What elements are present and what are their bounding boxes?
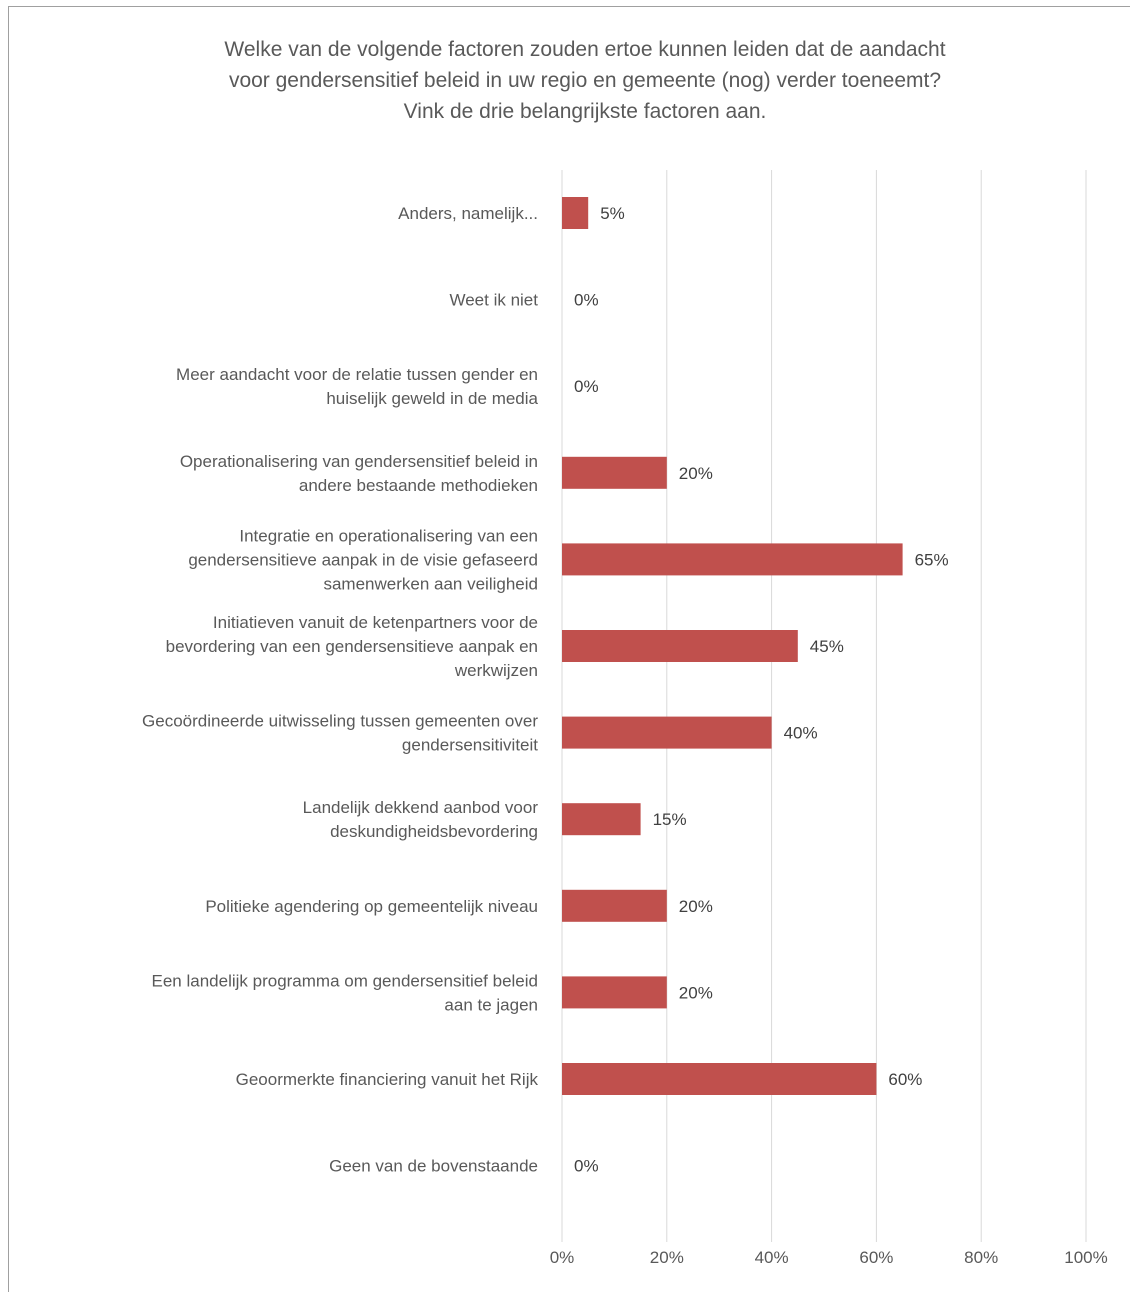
x-tick-label-80: 80% xyxy=(964,1248,998,1267)
data-label-8: 20% xyxy=(679,897,713,916)
bar-0 xyxy=(562,197,589,229)
data-label-2: 0% xyxy=(574,377,599,396)
category-label-10: Geoormerkte financiering vanuit het Rijk xyxy=(236,1070,539,1089)
bar-10 xyxy=(562,1063,877,1095)
category-label-2: Meer aandacht voor de relatie tussen gen… xyxy=(176,365,539,408)
bar-8 xyxy=(562,889,667,922)
category-label-4: Integratie en operationalisering van een… xyxy=(188,526,538,593)
x-tick-label-20: 20% xyxy=(650,1248,684,1267)
data-label-4: 65% xyxy=(915,550,949,569)
bar-5 xyxy=(562,630,798,662)
bar-7 xyxy=(562,803,641,836)
x-tick-label-0: 0% xyxy=(550,1248,575,1267)
x-tick-label-40: 40% xyxy=(755,1248,789,1267)
data-label-9: 20% xyxy=(679,983,713,1002)
bar-6 xyxy=(562,716,772,749)
category-label-9: Een landelijk programma om gendersensiti… xyxy=(152,971,539,1014)
bar-3 xyxy=(562,456,667,489)
data-label-6: 40% xyxy=(784,724,818,743)
data-label-3: 20% xyxy=(679,464,713,483)
data-label-1: 0% xyxy=(574,291,599,310)
data-label-5: 45% xyxy=(810,637,844,656)
x-tick-label-60: 60% xyxy=(859,1248,893,1267)
category-label-3: Operationalisering van gendersensitief b… xyxy=(180,452,538,495)
category-label-8: Politieke agendering op gemeentelijk niv… xyxy=(205,897,538,916)
category-label-1: Weet ik niet xyxy=(449,291,538,310)
category-label-7: Landelijk dekkend aanbod voor deskundighe… xyxy=(303,798,539,841)
data-label-7: 15% xyxy=(653,810,687,829)
chart-title: Welke van de volgende factoren zouden er… xyxy=(224,38,946,123)
category-label-6: Gecoördineerde uitwisseling tussen gemee… xyxy=(142,712,538,755)
bar-4 xyxy=(562,543,903,576)
category-label-11: Geen van de bovenstaande xyxy=(329,1157,538,1176)
data-label-11: 0% xyxy=(574,1157,599,1176)
bar-9 xyxy=(562,976,667,1009)
data-label-10: 60% xyxy=(888,1070,922,1089)
x-tick-label-100: 100% xyxy=(1064,1248,1107,1267)
category-label-5: Initiatieven vanuit de ketenpartners voo… xyxy=(166,613,538,680)
category-label-0: Anders, namelijk... xyxy=(398,204,538,223)
data-label-0: 5% xyxy=(600,204,625,223)
